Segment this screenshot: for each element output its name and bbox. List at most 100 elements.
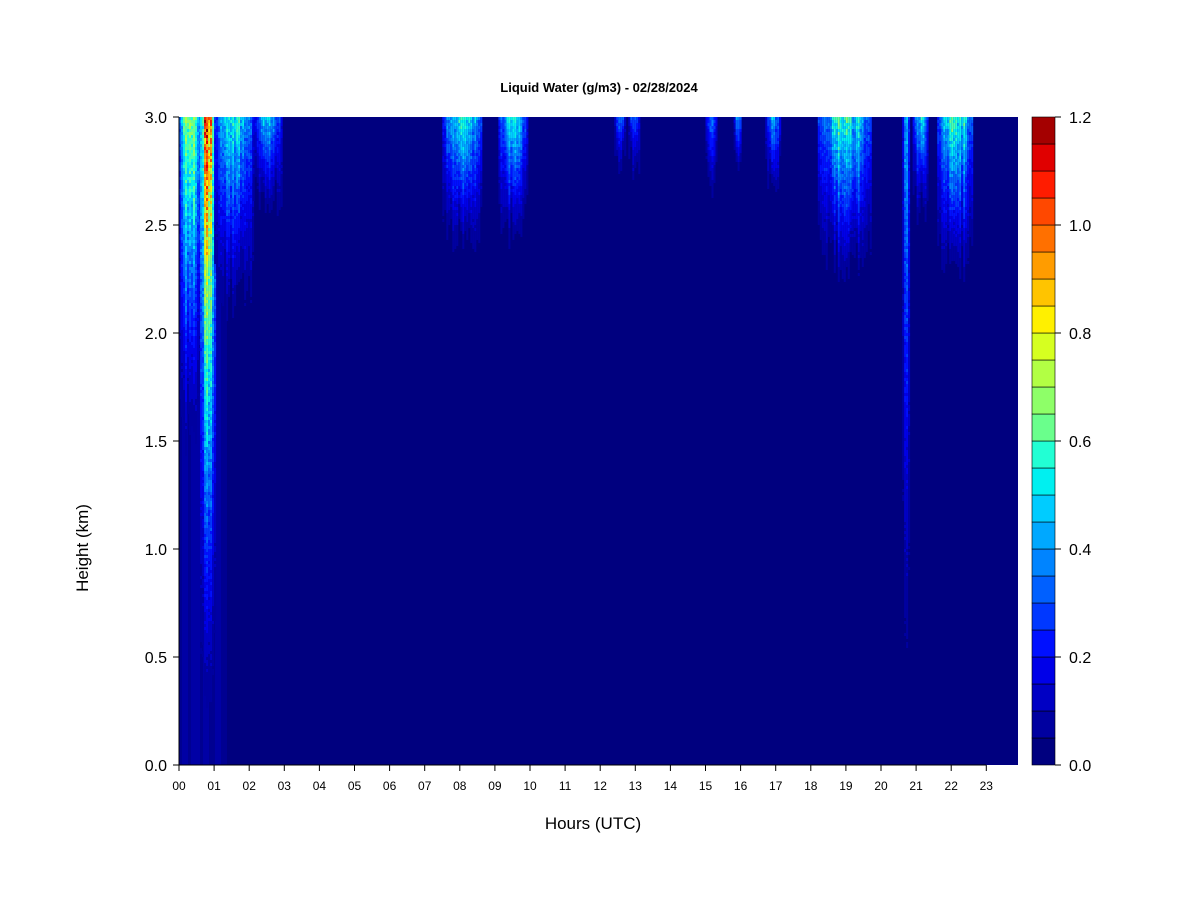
heatmap-cell [244, 249, 247, 252]
heatmap-cell [193, 345, 195, 348]
heatmap-cell [195, 366, 197, 369]
heatmap-cell [202, 237, 205, 240]
heatmap-cell [230, 171, 233, 174]
heatmap-cell [195, 207, 197, 210]
heatmap-cell [193, 423, 195, 426]
heatmap-cell [448, 216, 451, 219]
heatmap-cell [204, 231, 207, 234]
heatmap-cell [446, 186, 449, 189]
heatmap-cell [238, 261, 241, 264]
heatmap-cell [204, 609, 207, 612]
heatmap-cell [452, 150, 455, 153]
heatmap-cell [179, 351, 181, 354]
heatmap-cell [204, 561, 207, 564]
heatmap-cell [185, 306, 187, 309]
heatmap-cell [212, 657, 215, 660]
heatmap-cell [199, 183, 201, 186]
heatmap-cell [236, 228, 239, 231]
heatmap-cell [248, 246, 251, 249]
heatmap-cell [246, 279, 249, 282]
heatmap-cell [189, 147, 191, 150]
heatmap-cell [214, 423, 217, 426]
heatmap-cell [199, 228, 201, 231]
heatmap-cell [278, 174, 281, 177]
heatmap-cell [234, 192, 237, 195]
heatmap-cell [238, 249, 241, 252]
heatmap-cell [195, 384, 197, 387]
heatmap-cell [474, 174, 477, 177]
heatmap-cell [234, 189, 237, 192]
heatmap-cell [470, 123, 473, 126]
heatmap-cell [212, 552, 215, 555]
heatmap-cell [208, 483, 211, 486]
heatmap-cell [200, 357, 203, 360]
heatmap-cell [224, 252, 227, 255]
heatmap-cell [200, 381, 203, 384]
heatmap-cell [476, 237, 479, 240]
heatmap-cell [208, 216, 211, 219]
heatmap-cell [204, 381, 207, 384]
heatmap-cell [202, 405, 205, 408]
heatmap-cell [206, 621, 209, 624]
heatmap-cell [456, 225, 459, 228]
heatmap-cell [256, 168, 259, 171]
heatmap-cell [220, 222, 223, 225]
heatmap-cell [204, 576, 207, 579]
heatmap-cell [210, 633, 213, 636]
heatmap-cell [214, 360, 217, 363]
heatmap-cell [272, 156, 275, 159]
heatmap-cell [226, 147, 229, 150]
heatmap-cell [472, 234, 475, 237]
heatmap-cell [228, 240, 231, 243]
heatmap-cell [204, 522, 207, 525]
heatmap-cell [218, 177, 221, 180]
heatmap-cell [242, 258, 245, 261]
heatmap-cell [234, 198, 237, 201]
heatmap-cell [238, 123, 241, 126]
heatmap-cell [200, 348, 203, 351]
heatmap-cell [183, 279, 185, 282]
heatmap-cell [220, 228, 223, 231]
heatmap-cell [446, 210, 449, 213]
heatmap-cell [460, 198, 463, 201]
heatmap-cell [268, 198, 271, 201]
heatmap-cell [454, 219, 457, 222]
heatmap-cell [446, 156, 449, 159]
heatmap-cell [183, 324, 185, 327]
heatmap-cell [202, 162, 205, 165]
heatmap-cell [228, 285, 231, 288]
heatmap-cell [183, 357, 185, 360]
heatmap-cell [208, 156, 211, 159]
heatmap-cell [250, 276, 253, 279]
heatmap-cell [181, 162, 183, 165]
heatmap-cell [208, 444, 211, 447]
heatmap-cell [197, 210, 199, 213]
heatmap-cell [450, 192, 453, 195]
heatmap-cell [200, 270, 203, 273]
heatmap-cell [214, 582, 217, 585]
heatmap-cell [210, 165, 213, 168]
heatmap-cell [474, 249, 477, 252]
heatmap-cell [181, 270, 183, 273]
heatmap-cell [202, 609, 205, 612]
heatmap-cell [185, 393, 187, 396]
heatmap-cell [199, 348, 201, 351]
heatmap-cell [228, 192, 231, 195]
heatmap-cell [185, 186, 187, 189]
heatmap-cell [224, 126, 227, 129]
heatmap-cell [248, 201, 251, 204]
heatmap-cell [244, 273, 247, 276]
heatmap-cell [179, 117, 182, 765]
heatmap-cell [191, 141, 193, 144]
heatmap-cell [208, 231, 211, 234]
heatmap-cell [242, 189, 245, 192]
heatmap-cell [220, 195, 223, 198]
heatmap-cell [183, 354, 185, 357]
heatmap-cell [210, 438, 213, 441]
heatmap-cell [204, 591, 207, 594]
heatmap-cell [472, 228, 475, 231]
heatmap-cell [200, 354, 203, 357]
heatmap-cell [242, 147, 245, 150]
heatmap-cell [252, 141, 255, 144]
heatmap-cell [206, 219, 209, 222]
